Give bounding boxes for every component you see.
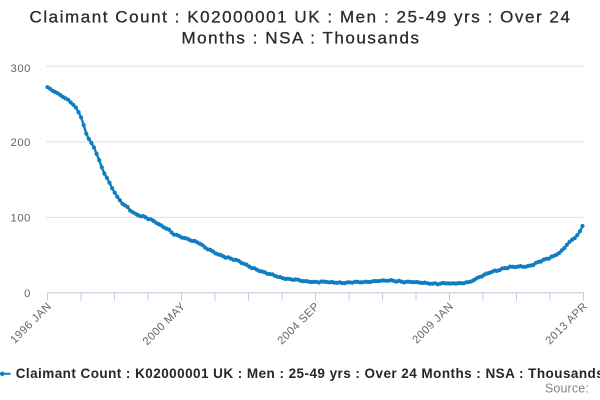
svg-text:200: 200: [11, 137, 32, 149]
svg-text:0: 0: [24, 288, 31, 300]
svg-text:Claimant Count : K02000001 UK: Claimant Count : K02000001 UK : Men : 25…: [16, 366, 600, 381]
svg-text:300: 300: [11, 63, 32, 75]
svg-text:Source:: Source:: [545, 382, 589, 396]
svg-text:Claimant Count : K02000001 UK: Claimant Count : K02000001 UK : Men : 25…: [30, 8, 572, 27]
svg-text:Months : NSA : Thousands: Months : NSA : Thousands: [181, 29, 420, 48]
svg-text:100: 100: [11, 213, 32, 225]
